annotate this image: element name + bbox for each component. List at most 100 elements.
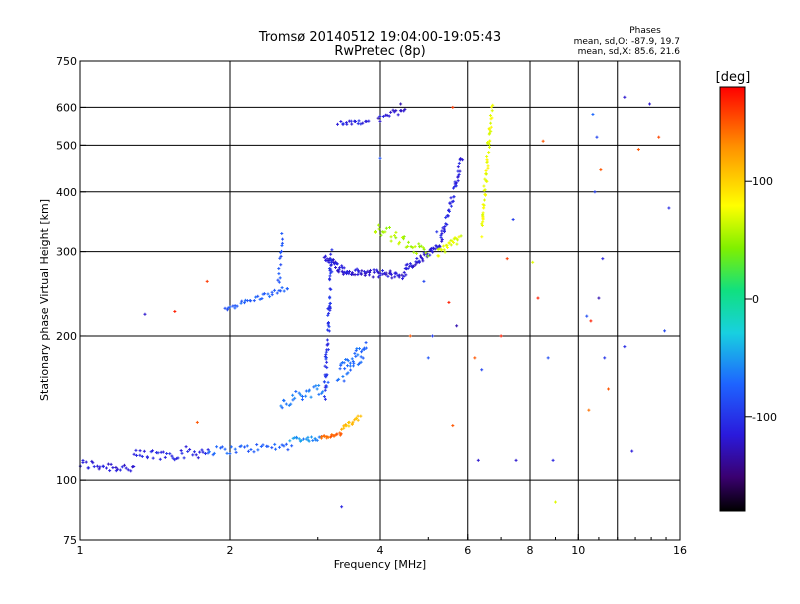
- chart-title: Tromsø 20140512 19:04:00-19:05:43: [258, 30, 501, 45]
- data-point: [323, 364, 327, 368]
- data-point: [366, 269, 370, 273]
- data-point: [91, 461, 95, 465]
- data-point: [284, 442, 288, 446]
- x-axis-label: Frequency [MHz]: [334, 558, 426, 571]
- data-point: [325, 343, 329, 347]
- data-point: [307, 439, 311, 443]
- data-point: [84, 460, 88, 464]
- data-point: [419, 256, 423, 260]
- data-point: [421, 259, 425, 263]
- data-point: [379, 233, 383, 237]
- data-point: [343, 367, 347, 371]
- data-point: [384, 271, 388, 275]
- data-point: [282, 289, 286, 293]
- data-point: [325, 360, 329, 364]
- data-point: [354, 349, 358, 353]
- data-point: [381, 272, 385, 276]
- data-point: [325, 338, 329, 342]
- data-point: [417, 242, 421, 246]
- data-point: [151, 449, 155, 453]
- data-point: [342, 266, 346, 270]
- data-point: [485, 161, 489, 165]
- data-point: [143, 312, 147, 316]
- data-point: [348, 361, 352, 365]
- data-point: [440, 239, 444, 243]
- data-point: [389, 239, 393, 243]
- data-point: [451, 424, 455, 428]
- chart-subtitle: RwPretec (8p): [334, 44, 425, 59]
- data-point: [140, 454, 144, 458]
- data-point: [405, 262, 409, 266]
- data-point: [505, 257, 509, 261]
- data-point: [367, 273, 371, 277]
- y-tick-label: 750: [56, 55, 77, 68]
- data-point: [252, 450, 256, 454]
- data-point: [531, 260, 535, 264]
- y-tick-label: 200: [56, 330, 77, 343]
- data-point: [284, 402, 288, 406]
- data-point: [457, 172, 461, 176]
- data-point: [363, 270, 367, 274]
- data-point: [404, 273, 408, 277]
- data-point: [353, 273, 357, 277]
- data-point: [406, 244, 410, 248]
- data-point: [451, 199, 455, 203]
- data-point: [480, 222, 484, 226]
- data-point: [349, 119, 353, 123]
- data-point: [411, 246, 415, 250]
- data-point: [326, 321, 330, 325]
- data-point: [394, 230, 398, 234]
- data-point: [346, 371, 350, 375]
- data-point: [240, 299, 244, 303]
- data-point: [327, 311, 331, 315]
- data-point: [595, 135, 599, 139]
- data-point: [350, 271, 354, 275]
- data-point: [109, 462, 113, 466]
- data-point: [317, 392, 321, 396]
- data-point: [173, 458, 177, 462]
- data-point: [273, 288, 277, 292]
- data-point: [280, 232, 284, 236]
- data-point: [378, 156, 382, 160]
- data-point: [101, 465, 105, 469]
- data-point: [449, 196, 453, 200]
- data-point: [307, 388, 311, 392]
- data-point: [258, 297, 262, 301]
- data-point: [347, 269, 351, 273]
- data-point: [357, 347, 361, 351]
- data-point: [454, 184, 458, 188]
- data-point: [277, 280, 281, 284]
- data-point: [406, 240, 410, 244]
- data-point: [279, 289, 283, 293]
- data-point: [95, 464, 99, 468]
- data-point: [356, 273, 360, 277]
- data-point: [352, 361, 356, 365]
- data-point: [335, 432, 339, 436]
- data-point: [426, 254, 430, 258]
- data-point: [226, 306, 230, 310]
- data-point: [170, 454, 174, 458]
- data-point: [355, 267, 359, 271]
- data-point: [482, 203, 486, 207]
- data-point: [293, 396, 297, 400]
- data-point: [351, 359, 355, 363]
- data-point: [486, 142, 490, 146]
- data-point: [339, 120, 343, 124]
- data-point: [453, 184, 457, 188]
- data-point: [387, 225, 391, 229]
- data-point: [246, 449, 250, 453]
- stats-line-x: mean, sd,X: 85.6, 21.6: [578, 47, 681, 57]
- data-point: [338, 367, 342, 371]
- data-point: [483, 188, 487, 192]
- data-point: [593, 190, 597, 194]
- data-point: [440, 237, 444, 241]
- data-point: [326, 348, 330, 352]
- data-point: [376, 275, 380, 279]
- data-point: [490, 116, 494, 120]
- data-point: [428, 248, 432, 252]
- data-point: [326, 380, 330, 384]
- data-point: [648, 102, 652, 106]
- data-point: [323, 385, 327, 389]
- data-point: [118, 468, 122, 472]
- data-point: [340, 427, 344, 431]
